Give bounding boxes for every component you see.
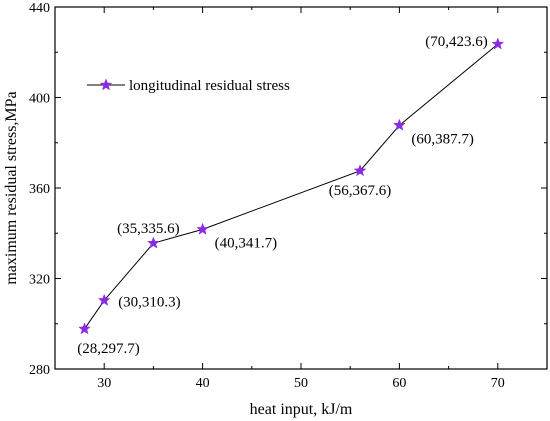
y-tick-label: 280 bbox=[29, 363, 50, 378]
data-point-star bbox=[353, 164, 367, 177]
data-label: (30,310.3) bbox=[118, 294, 181, 310]
data-label: (70,423.6) bbox=[425, 34, 488, 50]
data-point-star bbox=[97, 293, 111, 306]
data-point-star bbox=[491, 37, 505, 50]
y-tick-label: 440 bbox=[29, 1, 50, 16]
legend-marker-star bbox=[99, 78, 113, 91]
data-label: (56,367.6) bbox=[329, 183, 392, 199]
data-label: (60,387.7) bbox=[411, 131, 474, 147]
data-point-star bbox=[78, 322, 91, 335]
y-axis-label: maximum residual stress,MPa bbox=[3, 91, 20, 284]
x-tick-label: 30 bbox=[97, 376, 111, 391]
axes bbox=[54, 6, 548, 370]
annotations: (28,297.7) (30,310.3) (35,335.6) (40,341.7)… bbox=[77, 34, 488, 357]
x-tick-label: 60 bbox=[392, 376, 406, 391]
x-tick-label: 70 bbox=[491, 376, 505, 391]
y-tick-label: 400 bbox=[29, 92, 50, 107]
data-label: (28,297.7) bbox=[77, 341, 140, 357]
y-tick-label: 320 bbox=[29, 273, 50, 288]
data-point-star bbox=[393, 118, 406, 131]
data-point-star bbox=[196, 222, 209, 235]
legend-label: longitudinal residual stress bbox=[129, 78, 290, 94]
x-tick-label: 40 bbox=[196, 376, 210, 391]
ticks: 30 40 50 60 70 280 320 360 400 440 bbox=[29, 1, 548, 391]
data-label: (40,341.7) bbox=[215, 235, 278, 251]
x-axis-label: heat input, kJ/m bbox=[250, 401, 353, 418]
data-point-star bbox=[147, 236, 160, 249]
y-tick-label: 360 bbox=[29, 182, 50, 197]
x-tick-label: 50 bbox=[294, 376, 308, 391]
plot-frame bbox=[54, 6, 548, 370]
series bbox=[78, 37, 505, 335]
data-label: (35,335.6) bbox=[117, 221, 180, 237]
legend: longitudinal residual stress bbox=[87, 78, 290, 94]
